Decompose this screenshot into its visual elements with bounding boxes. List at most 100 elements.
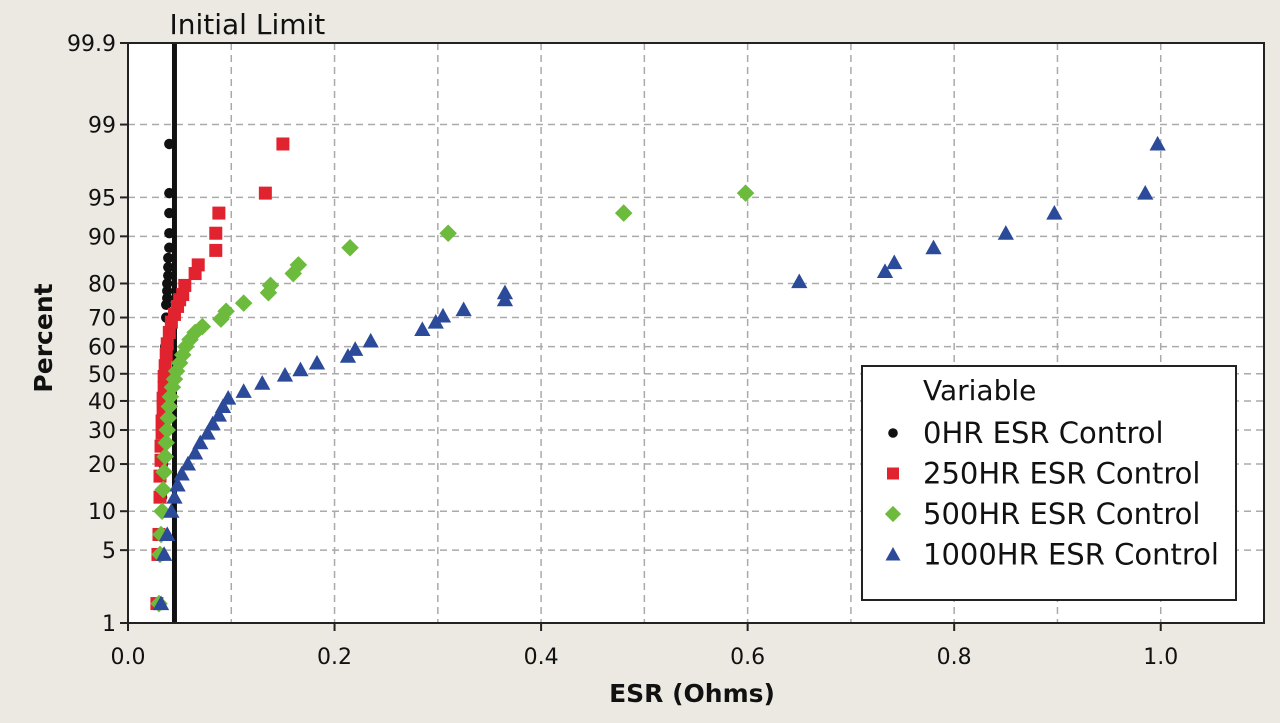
data-point-circle (164, 228, 175, 239)
data-point-triangle (179, 455, 197, 471)
data-point-triangle (925, 239, 942, 255)
data-point-triangle (886, 254, 903, 270)
data-point-triangle (791, 273, 808, 289)
x-tick-label: 1.0 (1143, 645, 1178, 670)
x-axis-title: ESR (Ohms) (609, 679, 775, 708)
data-point-triangle (414, 321, 431, 337)
x-tick-label: 0.0 (111, 645, 146, 670)
data-point-triangle (347, 341, 364, 356)
data-point-triangle (214, 398, 232, 414)
data-point-diamond (439, 224, 457, 242)
data-point-square (178, 278, 192, 292)
data-point-diamond (177, 337, 195, 356)
data-point-triangle (1046, 204, 1063, 220)
gridlines (128, 43, 1264, 623)
data-point-diamond (155, 463, 173, 481)
legend-label: 250HR ESR Control (923, 457, 1200, 491)
data-point-circle (164, 138, 175, 150)
data-point-diamond (163, 378, 182, 397)
data-point-diamond (158, 421, 177, 439)
legend-label: 0HR ESR Control (923, 416, 1164, 450)
data-point-square (258, 186, 272, 200)
legend-title: Variable (923, 374, 1036, 407)
data-point-triangle (192, 434, 209, 450)
data-point-triangle (199, 425, 216, 440)
data-point-diamond (234, 294, 253, 312)
data-point-triangle (152, 595, 170, 611)
data-point-triangle (159, 526, 176, 541)
y-tick-label: 90 (88, 225, 116, 250)
data-point-diamond (193, 317, 212, 336)
data-point-triangle (1137, 184, 1154, 200)
data-point-diamond (736, 184, 755, 202)
data-point-circle (164, 187, 175, 199)
y-axis-title: Percent (29, 283, 58, 392)
data-point-square (212, 206, 226, 220)
data-point-square (162, 325, 176, 339)
x-tick-label: 0.2 (317, 645, 352, 670)
data-point-square (209, 243, 223, 257)
data-point-triangle (276, 366, 294, 382)
data-point-square (276, 137, 290, 151)
data-point-diamond (341, 238, 359, 257)
data-point-diamond (154, 480, 172, 499)
x-tick-label: 0.8 (937, 645, 972, 670)
x-tick-label: 0.6 (730, 645, 765, 670)
data-point-triangle (156, 546, 173, 561)
data-point-square (158, 359, 172, 373)
data-point-triangle (997, 225, 1014, 240)
data-point-triangle (434, 307, 452, 323)
data-point-circle (164, 242, 175, 253)
y-tick-label: 70 (88, 307, 116, 332)
data-point-diamond (157, 434, 175, 452)
data-point-square (159, 348, 173, 362)
legend-label: 500HR ESR Control (923, 497, 1200, 531)
data-point-diamond (161, 388, 180, 406)
data-point-triangle (308, 354, 326, 370)
data-point-diamond (159, 409, 178, 427)
initial-limit-label: Initial Limit (169, 8, 325, 41)
data-point-diamond (614, 204, 633, 222)
data-point-diamond (261, 276, 280, 295)
legend-marker-circle (888, 428, 898, 438)
y-tick-label: 1 (102, 612, 116, 637)
y-tick-label: 40 (88, 390, 116, 415)
y-tick-label: 80 (88, 273, 116, 298)
y-tick-label: 50 (88, 363, 116, 388)
data-point-square (160, 337, 174, 351)
y-tick-label: 60 (88, 336, 116, 361)
legend-marker-diamond (884, 505, 902, 523)
y-tick-label: 30 (88, 419, 116, 444)
data-point-circle (163, 270, 174, 281)
data-point-square (209, 226, 223, 240)
legend-label: 1000HR ESR Control (923, 538, 1219, 572)
data-point-triangle (173, 465, 190, 481)
data-point-circle (163, 261, 174, 273)
data-point-diamond (186, 323, 204, 342)
data-point-triangle (455, 301, 472, 317)
legend-items: 0HR ESR Control 250HR ESR Control 500HR ES… (884, 416, 1219, 572)
data-point-square (191, 258, 205, 272)
data-point-circle (163, 252, 174, 264)
data-point-triangle (876, 263, 894, 278)
legend-marker-triangle (885, 547, 901, 561)
x-axis-ticks: 0.0 0.2 0.4 0.6 0.8 1.0 (111, 623, 1178, 670)
y-tick-label: 10 (88, 500, 116, 525)
data-point-triangle (163, 503, 180, 518)
data-point-triangle (169, 476, 186, 492)
data-point-triangle (204, 415, 221, 431)
data-point-triangle (254, 375, 271, 390)
legend-box (861, 365, 1237, 601)
data-point-triangle (362, 332, 379, 348)
x-tick-label: 0.4 (524, 645, 559, 670)
data-point-triangle (235, 383, 252, 398)
data-point-triangle (220, 390, 237, 405)
data-point-circle (162, 278, 173, 289)
data-point-diamond (156, 447, 174, 466)
series-diamond (150, 184, 755, 613)
data-point-diamond (217, 302, 235, 321)
data-point-triangle (187, 444, 204, 460)
